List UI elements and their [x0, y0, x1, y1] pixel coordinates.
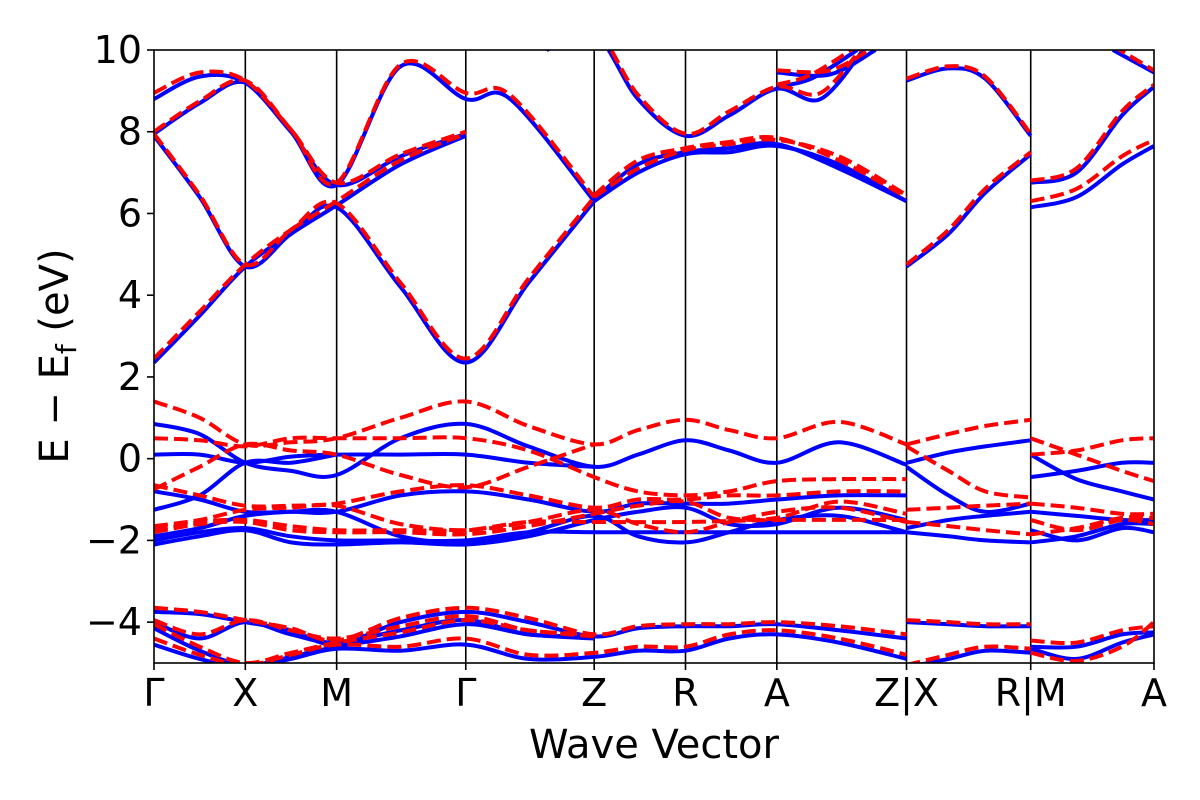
dashed-band-line — [154, 399, 908, 448]
solid-band-line — [776, 50, 877, 78]
solid-band-line — [154, 452, 337, 512]
x-tick-label: M — [320, 671, 353, 715]
dashed-band-line — [776, 50, 873, 75]
dashed-band-line — [592, 134, 908, 199]
dashed-band-line — [154, 502, 907, 535]
y-axis-label-subscript: f — [50, 343, 83, 354]
x-tick-label: A — [764, 671, 790, 715]
dashed-band-line — [608, 50, 863, 136]
solid-band-line — [906, 509, 1031, 531]
y-tick-label: 6 — [118, 191, 142, 235]
dashed-band-line — [1030, 436, 1154, 484]
dashed-band-line — [1030, 517, 1154, 533]
dashed-band-line — [1030, 138, 1154, 204]
dashed-band-line — [1030, 83, 1154, 183]
dashed-band-line — [154, 483, 907, 510]
dashed-band-line — [906, 501, 1031, 512]
solid-band-line — [1030, 630, 1154, 650]
solid-band-line — [1029, 452, 1154, 502]
dashed-band-line — [1030, 620, 1154, 663]
dashed-band-line — [905, 150, 1032, 267]
y-axis-label-unit: (eV) — [32, 248, 78, 344]
x-tick-label: R — [672, 671, 698, 715]
solid-band-line — [593, 143, 908, 203]
x-tick-label: Γ — [455, 671, 476, 715]
y-tick-label: −4 — [86, 600, 142, 644]
dashed-band-line — [1030, 515, 1154, 537]
dashed-band-line — [1030, 501, 1154, 517]
dashed-band-line — [154, 59, 596, 199]
solid-band-line — [1111, 50, 1154, 75]
y-tick-label: 0 — [118, 437, 142, 481]
y-tick-label: 10 — [94, 28, 142, 72]
solid-band-line — [154, 199, 596, 365]
solid-band-line — [1030, 460, 1154, 480]
dashed-band-line — [906, 644, 1031, 663]
y-axis-label-main: E − E — [32, 354, 78, 464]
solid-band-line — [1030, 144, 1154, 210]
dashed-band-line — [776, 50, 855, 87]
solid-band-line — [546, 50, 866, 139]
dashed-band-line — [154, 435, 907, 498]
y-tick-label: 8 — [118, 110, 142, 154]
solid-band-line — [905, 66, 1033, 138]
solid-band-line — [154, 505, 907, 547]
y-tick-label: 2 — [118, 355, 142, 399]
band-lines — [154, 50, 1154, 663]
x-axis-label: Wave Vector — [529, 722, 780, 768]
solid-band-line — [592, 141, 908, 204]
y-tick-label: 4 — [118, 273, 142, 317]
solid-band-line — [154, 133, 467, 270]
x-axis-ticks: Γ X M Γ Z R A Z|X R|M A — [143, 663, 1167, 716]
y-axis-ticks: −4 −2 0 2 4 6 8 10 — [86, 28, 154, 644]
x-tick-label: A — [1141, 671, 1167, 715]
y-tick-label: −2 — [86, 518, 142, 562]
dashed-band-line — [905, 64, 1033, 136]
solid-band-line — [1030, 85, 1154, 185]
x-tick-label: Z|X — [874, 671, 939, 716]
solid-band-line — [1030, 525, 1154, 543]
x-tick-label: X — [232, 671, 258, 715]
solid-band-line — [154, 526, 907, 544]
dashed-band-line — [154, 618, 595, 663]
dashed-band-line — [154, 499, 907, 537]
dashed-band-line — [154, 131, 467, 268]
dashed-band-line — [906, 417, 1031, 447]
solid-band-line — [906, 530, 1031, 545]
dashed-band-line — [905, 444, 1031, 500]
x-tick-label: R|M — [995, 671, 1067, 716]
solid-band-line — [1030, 632, 1154, 661]
solid-band-line — [906, 620, 1031, 629]
plot-frame — [153, 49, 1155, 664]
dashed-band-line — [906, 618, 1031, 627]
dashed-band-line — [1115, 50, 1154, 73]
dashed-band-line — [906, 520, 1031, 537]
solid-band-line — [154, 79, 467, 188]
dashed-band-line — [1030, 436, 1154, 457]
solid-band-line — [905, 152, 1032, 269]
solid-band-line — [154, 622, 595, 663]
solid-band-line — [917, 648, 1031, 663]
solid-band-line — [154, 421, 908, 479]
dashed-band-line — [154, 195, 596, 361]
x-tick-label: Z — [581, 671, 607, 715]
dashed-band-line — [154, 441, 595, 492]
y-axis-label: E − Ef (eV) — [32, 248, 83, 463]
x-tick-label: Γ — [143, 671, 164, 715]
solid-band-line — [154, 632, 907, 663]
dashed-band-line — [1030, 624, 1154, 646]
